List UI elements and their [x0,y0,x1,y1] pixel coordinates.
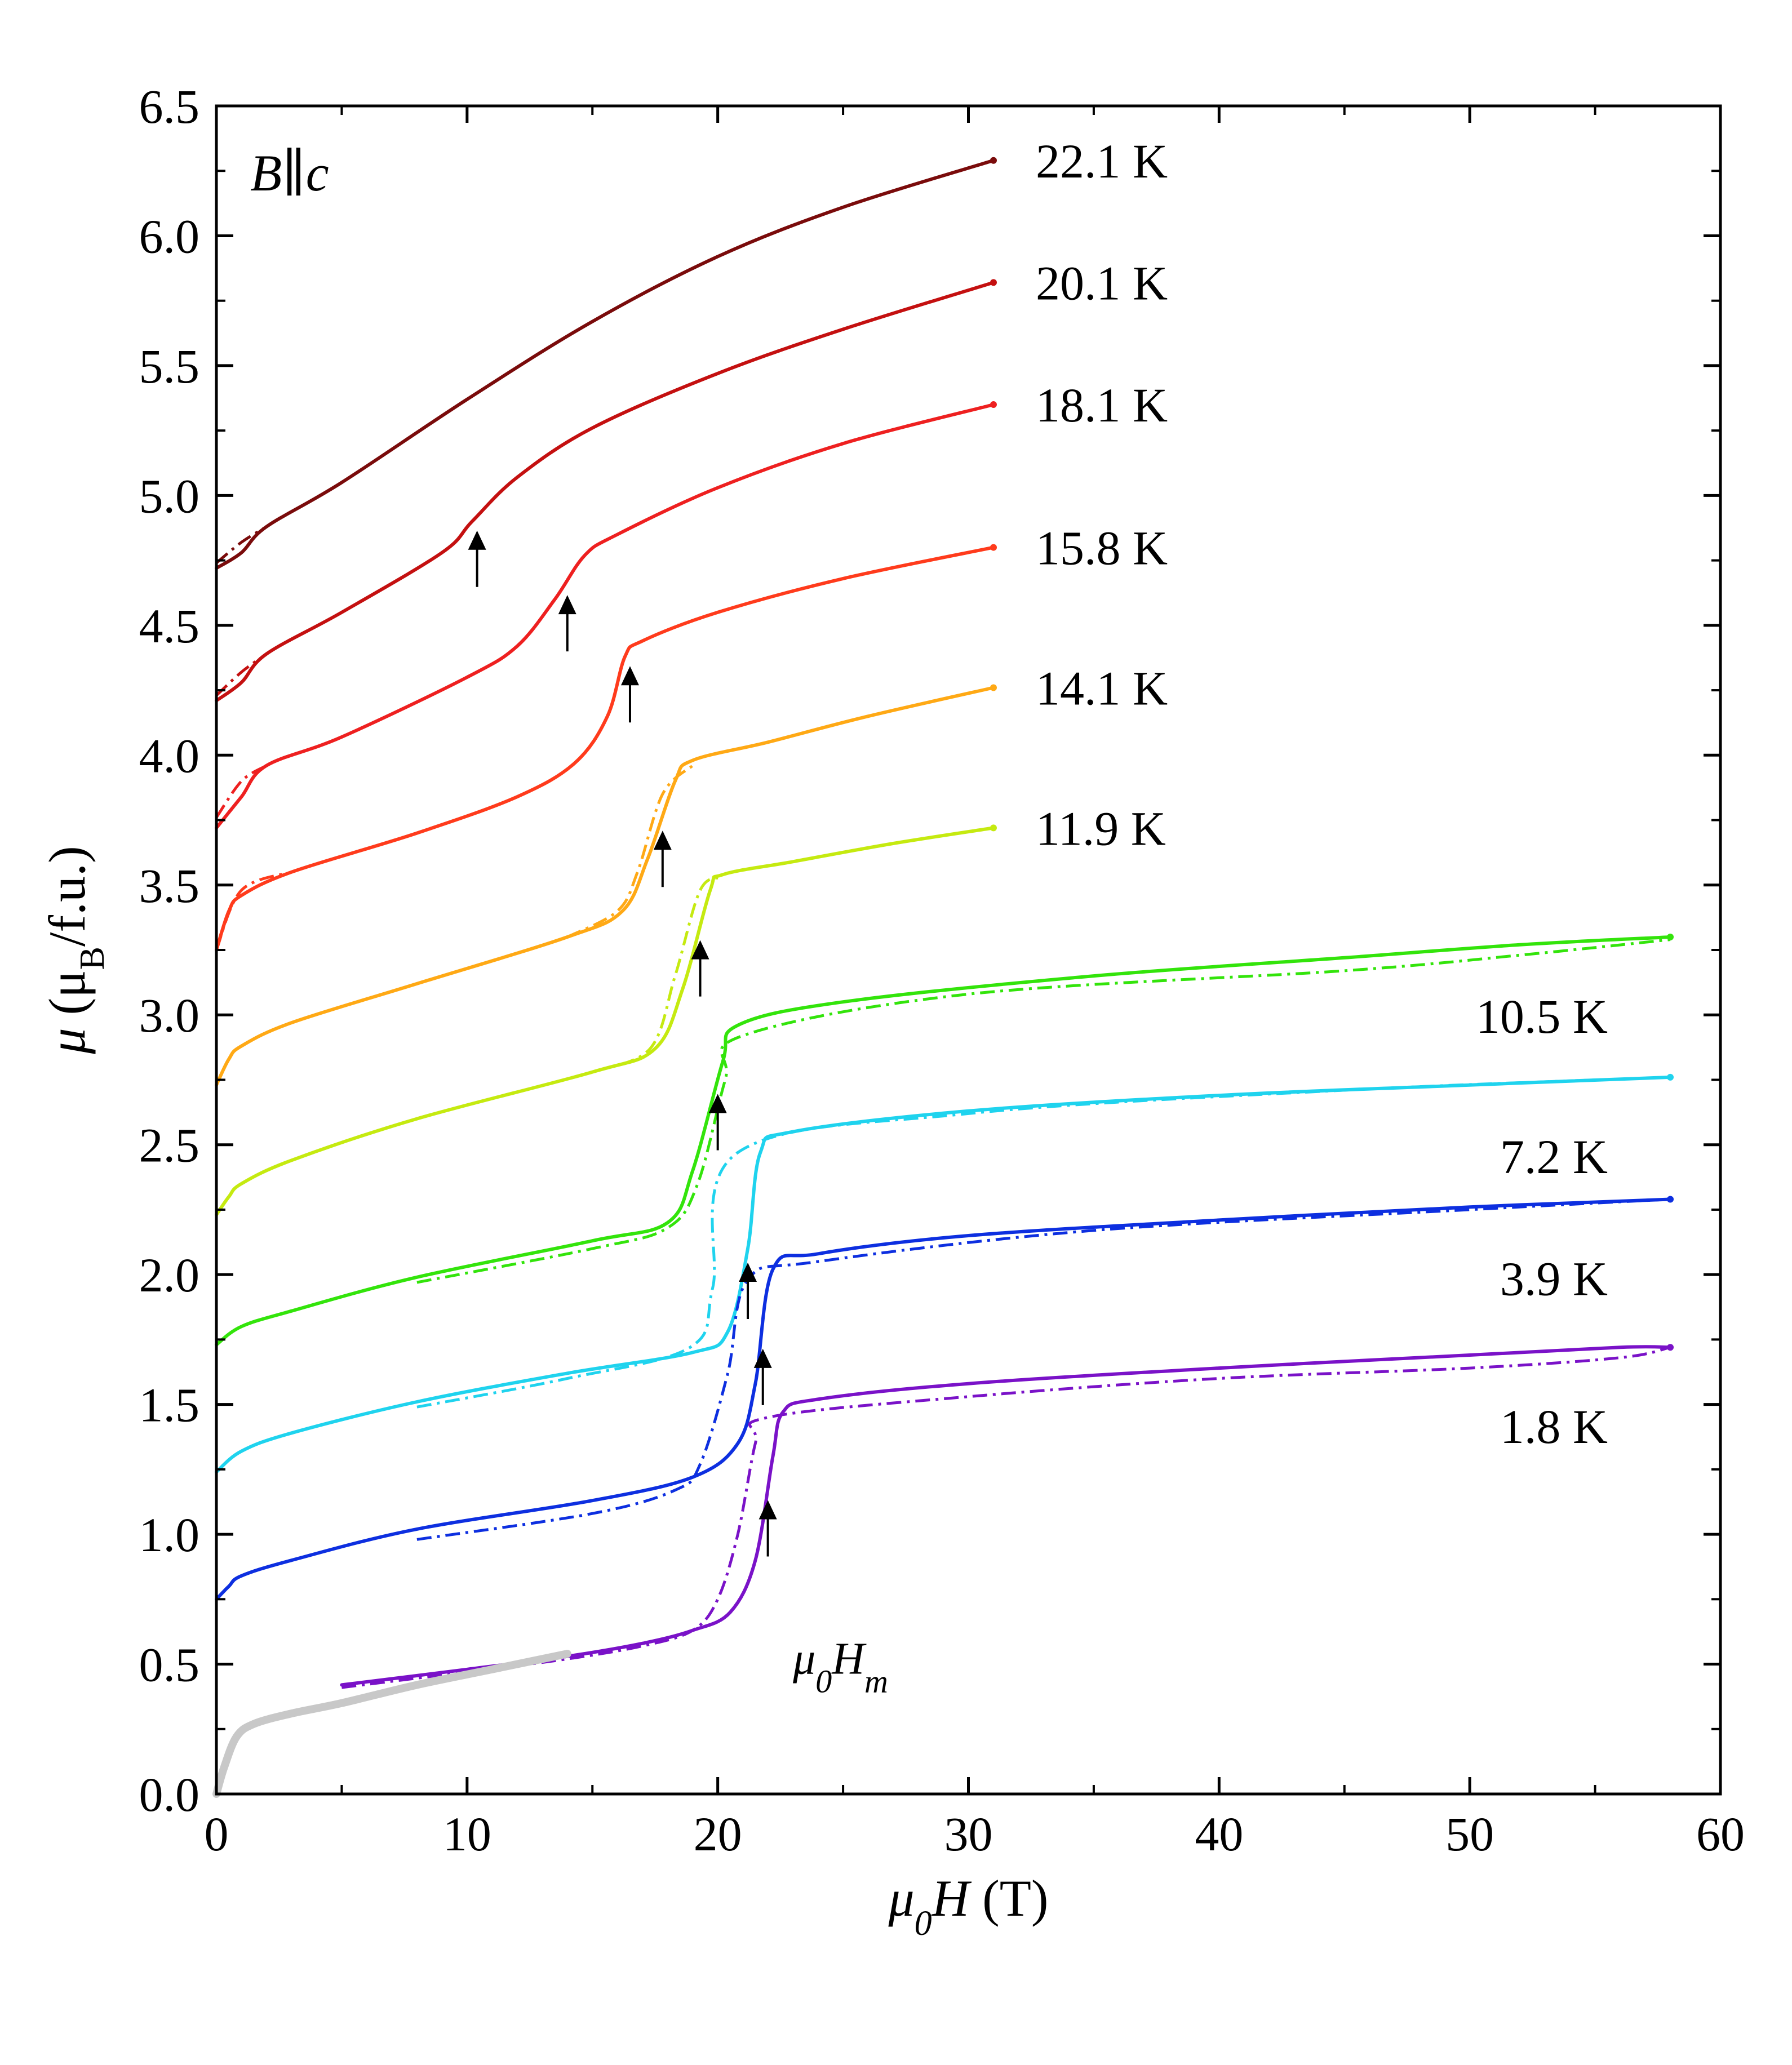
series-labels: 22.1 K 20.1 K 18.1 K 15.8 K 14.1 K 11.9 K 10.5… [1036,134,1608,1454]
series-down-sweep-14p1k [566,764,694,939]
y-tick-label: 1.0 [139,1508,200,1562]
y-tick-label: 0.0 [139,1768,200,1822]
series-label-15p8k: 15.8 K [1036,521,1168,575]
series-down-sweep-3p9k [416,1198,1671,1541]
series-end-marker [1667,1196,1674,1203]
series-down-sweep-15p8k [215,871,292,951]
series-up-sweep-18p1k [215,403,995,830]
series-up-sweep-14p1k [215,686,995,1087]
series-end-marker [990,279,997,286]
series-up-sweep-7p2k [215,1075,1672,1474]
series-end-marker [990,401,997,408]
y-axis-title: μ (μB/f.u.) [38,846,112,1054]
transition-arrow-head [753,1348,772,1368]
series-up-sweep-1p8k [340,1345,1672,1687]
transition-arrow-head [759,1500,777,1520]
series-label-11p9k: 11.9 K [1036,801,1166,855]
series-end-marker [990,684,997,691]
transition-arrow-head [653,831,672,850]
series-label-3p9k: 3.9 K [1500,1251,1608,1305]
series-up-sweep-11p9k [215,826,995,1217]
x-tick-label: 20 [694,1807,742,1861]
series-end-marker [1667,1344,1674,1351]
axis-ticks: 0 10 20 30 40 50 60 0.0 0.5 1.0 1.5 2.0 2.5 3.0 3.5 4.0… [139,79,1745,1861]
series-end-marker [990,157,997,164]
series-label-14p1k: 14.1 K [1036,661,1168,715]
series-end-marker [990,544,997,551]
series-up-sweep-22p1k [215,158,995,570]
critical-field-label: μ0Hm [792,1634,888,1699]
transition-arrow-head [468,530,486,550]
series-label-22p1k: 22.1 K [1036,134,1168,188]
plot-frame [215,104,1722,1796]
series-up-sweep-20p1k [215,281,995,703]
y-tick-label: 4.5 [139,599,200,653]
series-down-sweep-22p1k [215,525,268,565]
series-down-sweep-7p2k [416,1076,1671,1409]
series-label-18p1k: 18.1 K [1036,378,1168,432]
field-direction-label: B∥c [250,144,329,202]
transition-arrow-head [620,666,639,686]
x-tick-label: 0 [205,1807,229,1861]
x-tick-label: 60 [1696,1807,1745,1861]
y-tick-label: 5.0 [139,469,200,523]
transition-arrow-head [691,940,709,960]
x-axis-title: μ0H (T) [888,1869,1048,1943]
y-tick-label: 2.0 [139,1248,200,1302]
transition-arrow-head [558,595,576,615]
y-tick-label: 6.0 [139,209,200,263]
y-tick-label: 1.5 [139,1378,200,1432]
transition-arrows [468,530,777,1557]
x-tick-label: 50 [1445,1807,1494,1861]
series-label-20p1k: 20.1 K [1036,256,1168,310]
y-tick-label: 3.5 [139,859,200,913]
y-tick-label: 6.5 [139,79,200,134]
y-tick-label: 2.5 [139,1118,200,1173]
y-tick-label: 0.5 [139,1638,200,1692]
series-end-marker [1667,1073,1674,1081]
transition-arrow-head [739,1263,757,1282]
series-up-sweep-10p5k [215,935,1672,1347]
x-tick-label: 30 [944,1807,993,1861]
series-label-10p5k: 10.5 K [1476,989,1608,1043]
series-down-sweep-1p8k [341,1345,1671,1689]
x-tick-label: 10 [443,1807,491,1861]
y-tick-label: 4.0 [139,729,200,783]
x-tick-label: 40 [1195,1807,1243,1861]
y-tick-label: 5.5 [139,339,200,393]
transition-arrow-head [708,1094,727,1113]
series-up-sweep-low-field [212,1650,571,1798]
series-end-marker [990,824,997,832]
series-end-marker [1667,933,1674,940]
series-down-sweep-10p5k [416,938,1671,1284]
series-label-7p2k: 7.2 K [1500,1130,1608,1184]
series-up-sweep-15p8k [215,545,995,952]
y-tick-label: 3.0 [139,988,200,1042]
series-label-1p8k: 1.8 K [1500,1400,1608,1454]
